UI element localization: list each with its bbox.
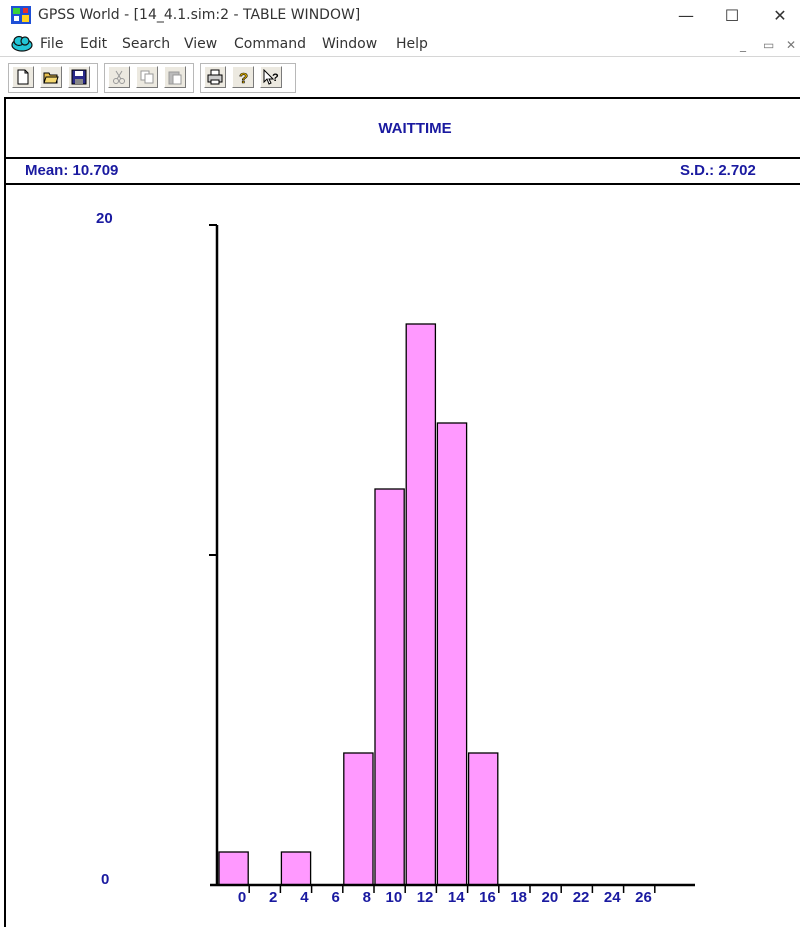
print-button[interactable] <box>204 66 226 88</box>
paste-icon <box>168 71 182 85</box>
x-tick-label: 14 <box>448 889 465 906</box>
paste-button[interactable] <box>164 66 186 88</box>
toolbar-group-edit <box>104 63 194 93</box>
stats-bar <box>6 157 800 185</box>
y-tick-label: 0 <box>101 871 109 888</box>
x-tick-label: 4 <box>300 889 309 906</box>
menu-edit[interactable]: Edit <box>80 36 108 52</box>
cut-button[interactable] <box>108 66 130 88</box>
maximize-button[interactable]: ☐ <box>724 6 740 25</box>
sd-value: S.D.: 2.702 <box>680 162 756 179</box>
open-button[interactable] <box>40 66 62 88</box>
histogram-bar <box>436 422 468 886</box>
print-icon <box>207 69 223 85</box>
help-icon: ? <box>239 70 249 85</box>
x-tick-label: 18 <box>510 889 527 906</box>
mdi-restore-button[interactable]: ▭ <box>763 38 775 52</box>
cut-icon <box>113 70 125 84</box>
chart-title: WAITTIME <box>378 120 452 137</box>
x-tick-label: 22 <box>573 889 590 906</box>
save-button[interactable] <box>68 66 90 88</box>
x-tick-label: 10 <box>386 889 403 906</box>
menu-window[interactable]: Window <box>322 36 378 52</box>
histogram-bar <box>374 488 405 886</box>
open-icon <box>43 72 59 84</box>
mdi-close-button[interactable]: ✕ <box>786 38 797 52</box>
menu-view[interactable]: View <box>184 36 218 52</box>
gpss-app-icon[interactable] <box>11 6 31 24</box>
histogram-bar <box>280 851 312 886</box>
x-tick-label: 20 <box>542 889 559 906</box>
new-button[interactable] <box>12 66 34 88</box>
mean-value: Mean: 10.709 <box>25 162 119 179</box>
histogram-bar <box>467 752 499 886</box>
mdi-minimize-button[interactable]: _ <box>740 38 746 52</box>
histogram-bar <box>218 851 249 886</box>
menu-command[interactable]: Command <box>234 36 306 52</box>
x-tick-label: 2 <box>269 889 277 906</box>
x-tick-label: 8 <box>363 889 371 906</box>
close-button[interactable]: ✕ <box>773 6 787 25</box>
toolbar: ? ? <box>0 57 800 95</box>
x-tick-label: 16 <box>479 889 496 906</box>
new-icon <box>17 69 29 85</box>
x-tick-label: 24 <box>604 889 621 906</box>
x-tick-label: 6 <box>331 889 339 906</box>
save-icon <box>71 69 87 85</box>
menu-help[interactable]: Help <box>396 36 428 52</box>
context-help-button[interactable]: ? <box>260 66 282 88</box>
x-tick-label: 12 <box>417 889 434 906</box>
window-title: GPSS World - [14_4.1.sim:2 - TABLE WINDO… <box>38 7 361 23</box>
histogram-bar <box>405 323 437 886</box>
menu-bar: File Edit Search View Command Window Hel… <box>0 32 800 57</box>
x-tick-label: 0 <box>238 889 246 906</box>
minimize-button[interactable]: — <box>678 6 694 25</box>
copy-icon <box>140 70 154 84</box>
toolbar-group-file <box>8 63 98 93</box>
svg-text:?: ? <box>239 70 248 85</box>
context-help-icon: ? <box>263 69 279 85</box>
x-tick-label: 26 <box>635 889 652 906</box>
svg-text:?: ? <box>272 72 279 84</box>
menu-search[interactable]: Search <box>122 36 171 52</box>
help-button[interactable]: ? <box>232 66 254 88</box>
y-tick-label: 20 <box>96 210 113 227</box>
cloud-icon[interactable] <box>11 35 33 52</box>
menu-file[interactable]: File <box>40 36 64 52</box>
title-bar: GPSS World - [14_4.1.sim:2 - TABLE WINDO… <box>0 0 800 32</box>
toolbar-group-help <box>200 63 296 93</box>
copy-button[interactable] <box>136 66 158 88</box>
histogram-bar <box>343 752 374 886</box>
